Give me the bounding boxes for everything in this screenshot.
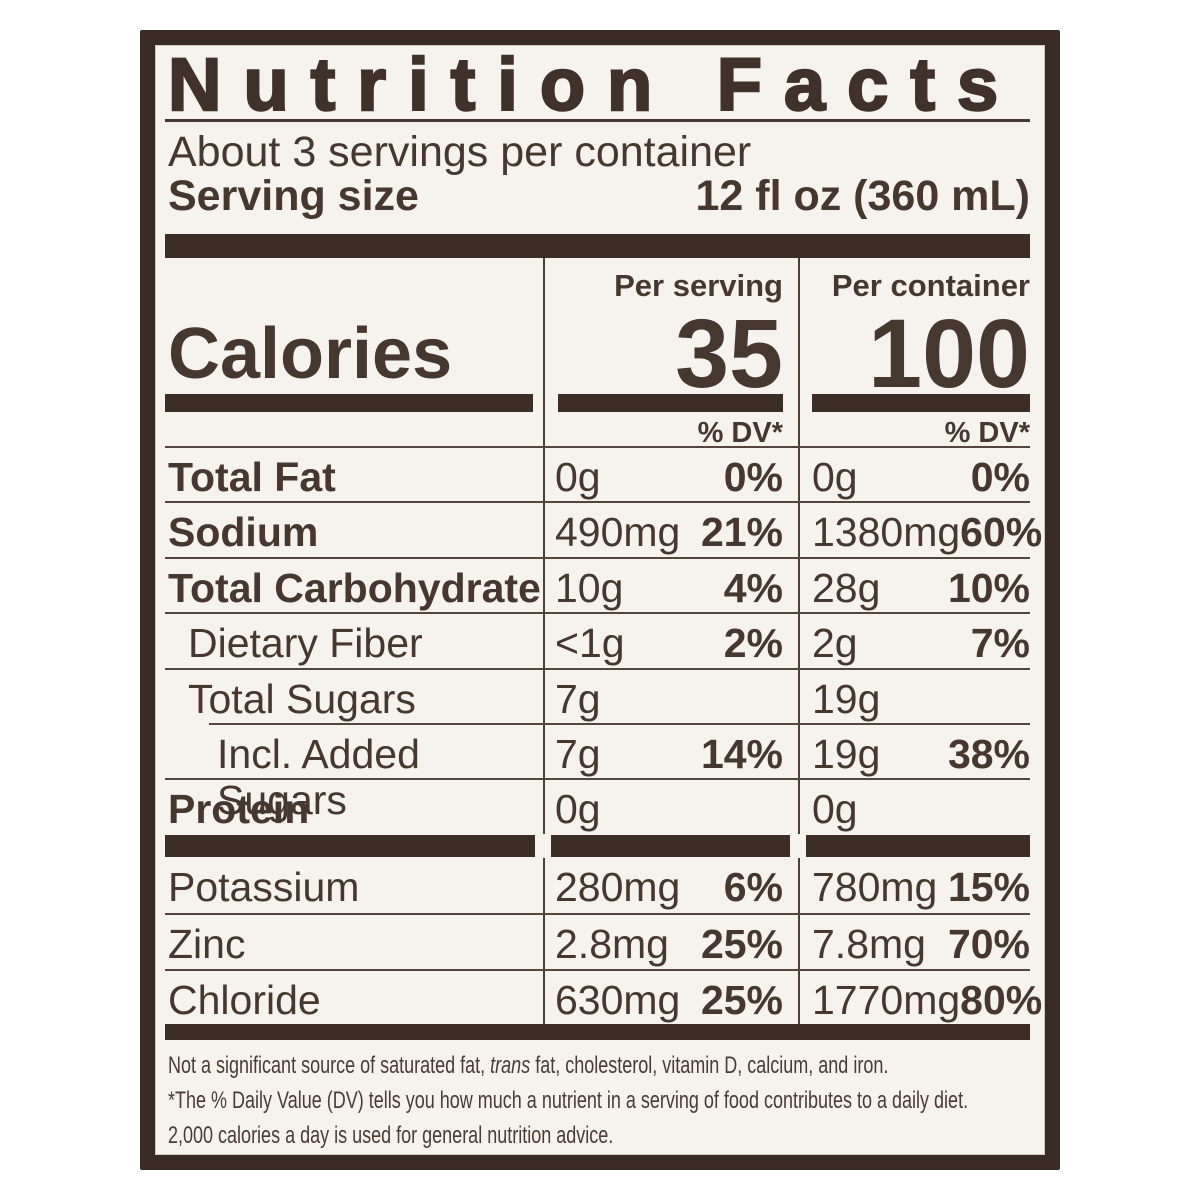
container-amount: 0g xyxy=(812,786,858,833)
container-dv: 60% xyxy=(960,509,1043,556)
container-amount: 28g xyxy=(812,564,881,611)
container-amount: 2g xyxy=(812,620,858,667)
serving-amount: 2.8mg xyxy=(555,921,669,968)
medium-bars-row xyxy=(165,394,1030,414)
serving-size-label: Serving size xyxy=(168,172,419,220)
serving-dv: 21% xyxy=(700,509,783,556)
serving-size-row: Serving size 12 fl oz (360 mL) xyxy=(165,174,1030,218)
nutrient-row-dietary-fiber: Dietary Fiber <1g 2% 2g 7% xyxy=(165,612,1030,667)
calories-row: Calories 35 100 xyxy=(165,299,1030,409)
container-dv: 15% xyxy=(947,863,1030,910)
container-dv: 10% xyxy=(947,564,1030,611)
bar-segment xyxy=(165,394,533,412)
serving-dv: 14% xyxy=(700,730,783,777)
footnote-daily-value: *The % Daily Value (DV) tells you how mu… xyxy=(168,1086,969,1114)
nutrient-name: Total Sugars xyxy=(165,667,543,723)
thick-separator-row xyxy=(165,833,1030,858)
nutrient-name: Potassium xyxy=(168,863,360,910)
container-amount: 7.8mg xyxy=(812,921,926,968)
calories-per-serving-value: 35 xyxy=(675,299,783,409)
dv-header-serving: % DV* xyxy=(697,417,783,449)
serving-dv: 6% xyxy=(723,863,783,910)
container-dv: 7% xyxy=(970,620,1030,667)
serving-amount: 0g xyxy=(555,454,601,500)
bar-segment xyxy=(165,834,535,857)
serving-dv: 4% xyxy=(723,564,783,611)
bar-segment xyxy=(558,394,783,412)
serving-amount: 630mg xyxy=(555,976,681,1023)
container-dv: 38% xyxy=(947,730,1030,777)
serving-size-value: 12 fl oz (360 mL) xyxy=(695,172,1030,220)
nutrient-row-sodium: Sodium 490mg 21% 1380mg 60% xyxy=(165,501,1042,556)
serving-amount: 490mg xyxy=(555,509,681,556)
container-amount: 19g xyxy=(812,675,881,722)
nutrient-name: Total Carbohydrate xyxy=(165,556,543,612)
serving-amount: 280mg xyxy=(555,863,681,910)
bar-segment xyxy=(806,834,1030,857)
serving-amount: 0g xyxy=(555,786,601,833)
serving-amount: 10g xyxy=(555,564,624,611)
serving-dv: 0% xyxy=(723,454,783,500)
servings-per-container: About 3 servings per container xyxy=(168,128,752,176)
calories-label: Calories xyxy=(168,313,453,394)
bar-segment xyxy=(551,834,790,857)
per-serving-header: Per serving xyxy=(614,268,783,303)
bar-segment xyxy=(812,394,1030,412)
serving-dv: 2% xyxy=(723,620,783,667)
nutrient-row-added-sugars: Incl. Added Sugars 7g 14% 19g 38% xyxy=(165,722,1030,823)
footnote-2000-calories: 2,000 calories a day is used for general… xyxy=(168,1121,614,1149)
container-amount: 19g xyxy=(812,730,881,777)
calories-column-headers: Per serving Per container xyxy=(165,258,1030,303)
dv-header-container: % DV* xyxy=(944,417,1030,449)
container-amount: 1770mg xyxy=(812,976,961,1023)
thick-divider-bar xyxy=(165,234,1030,258)
container-amount: 0g xyxy=(812,454,858,500)
nutrient-row-total-sugars: Total Sugars 7g 19g xyxy=(165,667,1030,723)
column-divider-left xyxy=(543,258,545,1024)
footnote-not-significant: Not a significant source of saturated fa… xyxy=(168,1051,889,1079)
column-divider-right xyxy=(798,258,800,1024)
nutrient-row-chloride: Chloride 630mg 25% 1770mg 80% xyxy=(165,968,1042,1024)
nutrition-table: Per serving Per container Calories 35 10… xyxy=(165,258,1042,1024)
nutrient-name: Dietary Fiber xyxy=(165,612,543,667)
container-dv: 70% xyxy=(947,921,1030,968)
serving-dv: 25% xyxy=(700,976,783,1023)
container-amount: 780mg xyxy=(812,863,938,910)
footnotes: Not a significant source of saturated fa… xyxy=(165,1048,1030,1153)
container-dv: 0% xyxy=(970,454,1030,500)
serving-dv: 25% xyxy=(700,921,783,968)
nutrient-name: Sodium xyxy=(165,501,543,556)
nutrient-row-zinc: Zinc 2.8mg 25% 7.8mg 70% xyxy=(165,913,1030,968)
thick-divider-bar xyxy=(165,1023,1030,1040)
serving-amount: 7g xyxy=(555,730,601,777)
nutrient-name: Zinc xyxy=(165,913,543,968)
serving-amount: 7g xyxy=(555,675,601,722)
nutrition-facts-label: Nutrition Facts About 3 servings per con… xyxy=(140,30,1060,1170)
label-panel: Nutrition Facts About 3 servings per con… xyxy=(155,45,1045,1155)
nutrient-row-protein: Protein 0g 0g xyxy=(165,778,1030,833)
nutrient-name: Chloride xyxy=(165,968,543,1024)
nutrient-name: Incl. Added Sugars xyxy=(209,722,543,824)
nutrient-name: Protein xyxy=(165,778,543,833)
nutrient-row-potassium: Potassium 280mg 6% 780mg 15% xyxy=(165,858,1030,913)
per-container-header: Per container xyxy=(831,268,1030,303)
daily-value-header-row: % DV* % DV* xyxy=(165,414,1030,449)
container-dv: 80% xyxy=(960,976,1043,1023)
label-title: Nutrition Facts xyxy=(165,46,1030,123)
calories-per-container-value: 100 xyxy=(868,299,1030,409)
container-amount: 1380mg xyxy=(812,509,961,556)
nutrient-row-total-fat: Total Fat 0g 0% 0g 0% xyxy=(165,446,1030,501)
serving-amount: <1g xyxy=(555,620,625,667)
nutrient-row-total-carbohydrate: Total Carbohydrate 10g 4% 28g 10% xyxy=(165,556,1030,612)
nutrient-name: Total Fat xyxy=(165,446,543,501)
